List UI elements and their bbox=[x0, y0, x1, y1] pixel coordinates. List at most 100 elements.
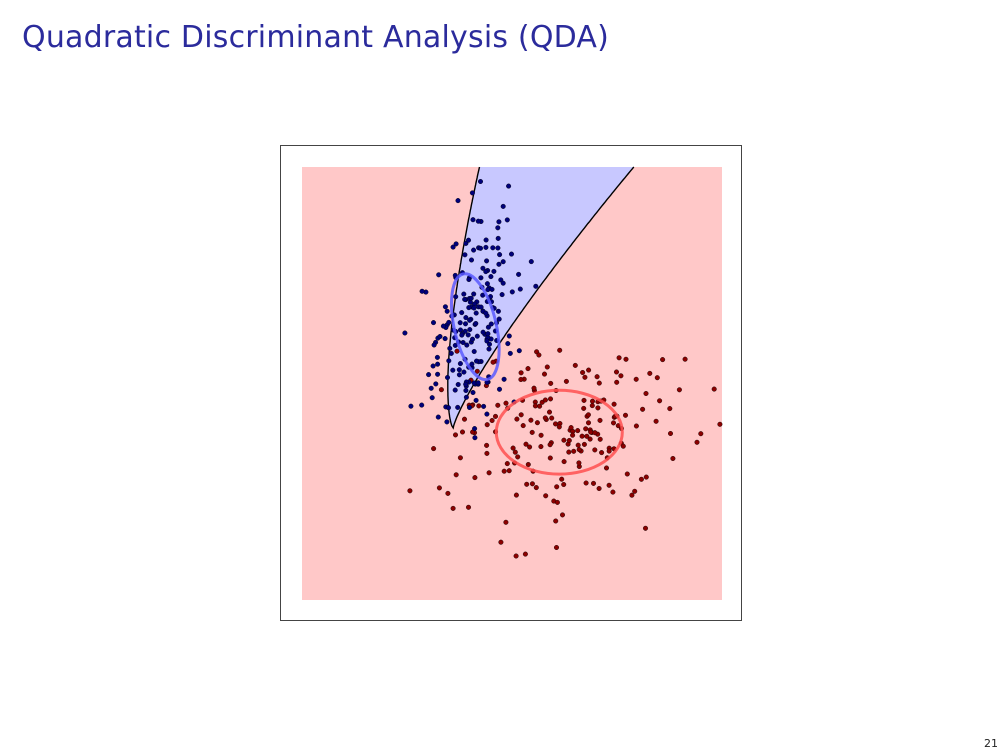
point-class-1 bbox=[486, 346, 492, 352]
point-class-0 bbox=[698, 431, 704, 437]
point-class-1 bbox=[473, 358, 479, 364]
point-class-1 bbox=[478, 304, 484, 310]
point-class-1 bbox=[457, 361, 463, 367]
point-class-1 bbox=[419, 402, 425, 408]
point-class-1 bbox=[471, 305, 477, 311]
point-class-0 bbox=[587, 436, 593, 442]
point-class-0 bbox=[554, 499, 560, 505]
point-class-0 bbox=[557, 347, 563, 353]
point-class-0 bbox=[549, 415, 555, 421]
point-class-0 bbox=[498, 539, 504, 545]
point-class-1 bbox=[448, 350, 454, 356]
point-class-1 bbox=[467, 327, 473, 333]
point-class-1 bbox=[516, 271, 522, 277]
point-class-1 bbox=[435, 414, 441, 420]
point-class-0 bbox=[589, 403, 595, 409]
point-class-1 bbox=[444, 308, 450, 314]
point-class-1 bbox=[473, 310, 479, 316]
point-class-0 bbox=[694, 439, 700, 445]
point-class-0 bbox=[454, 348, 460, 354]
point-class-1 bbox=[489, 286, 495, 292]
point-class-1 bbox=[491, 268, 497, 274]
point-class-1 bbox=[472, 435, 478, 441]
point-class-0 bbox=[529, 481, 535, 487]
point-class-1 bbox=[436, 272, 442, 278]
point-class-1 bbox=[496, 261, 502, 267]
point-class-0 bbox=[474, 368, 480, 374]
point-class-0 bbox=[518, 370, 524, 376]
point-class-0 bbox=[599, 450, 605, 456]
point-class-0 bbox=[484, 450, 490, 456]
point-class-0 bbox=[524, 481, 530, 487]
point-class-0 bbox=[586, 420, 592, 426]
point-class-1 bbox=[485, 324, 491, 330]
point-class-0 bbox=[514, 416, 520, 422]
point-class-1 bbox=[453, 294, 459, 300]
point-class-1 bbox=[488, 321, 494, 327]
point-class-0 bbox=[484, 422, 490, 428]
data-points bbox=[402, 179, 723, 559]
figure-frame bbox=[280, 145, 742, 621]
point-class-0 bbox=[657, 398, 663, 404]
point-class-0 bbox=[633, 376, 639, 382]
point-class-1 bbox=[450, 367, 456, 373]
point-class-0 bbox=[643, 390, 649, 396]
point-class-1 bbox=[484, 411, 490, 417]
point-class-1 bbox=[509, 289, 515, 295]
point-class-0 bbox=[504, 461, 510, 467]
point-class-1 bbox=[484, 258, 490, 264]
point-class-1 bbox=[402, 330, 408, 336]
point-class-0 bbox=[580, 369, 586, 375]
point-class-0 bbox=[548, 380, 554, 386]
point-class-1 bbox=[480, 329, 486, 335]
point-class-1 bbox=[457, 320, 463, 326]
point-class-0 bbox=[534, 420, 540, 426]
point-class-1 bbox=[437, 333, 443, 339]
page-number: 21 bbox=[984, 737, 998, 750]
point-class-1 bbox=[495, 308, 501, 314]
point-class-1 bbox=[461, 291, 467, 297]
point-class-1 bbox=[490, 245, 496, 251]
point-class-0 bbox=[484, 442, 490, 448]
point-class-1 bbox=[499, 292, 505, 298]
point-class-0 bbox=[513, 553, 519, 559]
point-class-1 bbox=[461, 369, 467, 375]
point-class-1 bbox=[465, 332, 471, 338]
point-class-1 bbox=[462, 252, 468, 258]
ellipse-class-1 bbox=[449, 272, 501, 382]
point-class-0 bbox=[660, 357, 666, 363]
point-class-1 bbox=[474, 333, 480, 339]
point-class-0 bbox=[597, 436, 603, 442]
point-class-1 bbox=[463, 387, 469, 393]
decision-regions bbox=[447, 167, 634, 428]
slide-title: Quadratic Discriminant Analysis (QDA) bbox=[22, 20, 610, 55]
point-class-1 bbox=[455, 381, 461, 387]
qda-scatter-plot bbox=[302, 166, 723, 600]
point-class-1 bbox=[497, 252, 503, 258]
point-class-0 bbox=[576, 447, 582, 453]
point-class-0 bbox=[476, 403, 482, 409]
point-class-1 bbox=[471, 291, 477, 297]
point-class-0 bbox=[583, 426, 589, 432]
point-class-1 bbox=[408, 403, 414, 409]
point-class-0 bbox=[561, 459, 567, 465]
point-class-0 bbox=[576, 460, 582, 466]
point-class-1 bbox=[462, 321, 468, 327]
point-class-1 bbox=[444, 419, 450, 425]
point-class-0 bbox=[459, 429, 465, 435]
point-class-0 bbox=[525, 366, 531, 372]
point-class-0 bbox=[556, 424, 562, 430]
point-class-0 bbox=[533, 485, 539, 491]
point-class-0 bbox=[633, 423, 639, 429]
point-class-0 bbox=[522, 551, 528, 557]
point-class-1 bbox=[528, 259, 534, 265]
point-class-0 bbox=[575, 428, 581, 434]
point-class-1 bbox=[478, 275, 484, 281]
point-class-0 bbox=[431, 446, 437, 452]
point-class-0 bbox=[506, 468, 512, 474]
point-class-0 bbox=[513, 492, 519, 498]
point-class-0 bbox=[525, 462, 531, 468]
point-class-1 bbox=[469, 336, 475, 342]
point-class-0 bbox=[532, 403, 538, 409]
point-class-1 bbox=[446, 358, 452, 364]
